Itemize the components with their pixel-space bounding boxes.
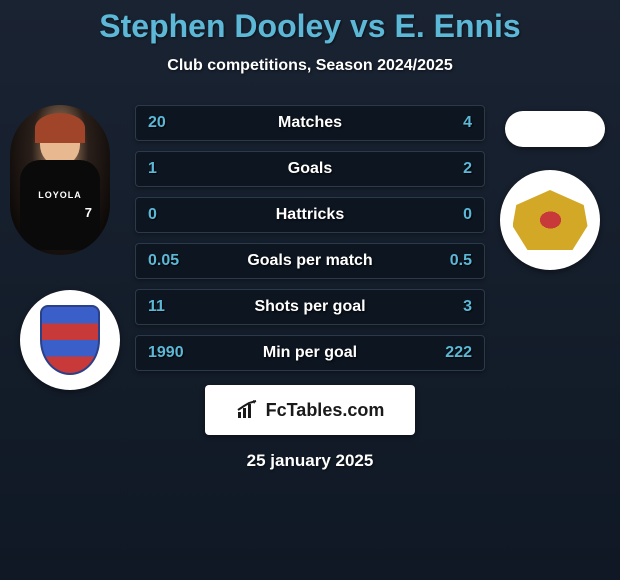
player-left-avatar: LOYOLA 7	[10, 105, 110, 255]
stat-right-value: 222	[445, 344, 472, 362]
club-left-crest	[20, 290, 120, 390]
stat-right-value: 4	[463, 114, 472, 132]
stat-row-goals: 1 Goals 2	[135, 151, 485, 187]
stat-right-value: 0	[463, 206, 472, 224]
brand-chart-icon	[236, 400, 260, 420]
brand-box: FcTables.com	[205, 385, 415, 435]
stat-left-value: 20	[148, 114, 166, 132]
stat-left-value: 0	[148, 206, 157, 224]
stat-right-value: 3	[463, 298, 472, 316]
stat-label: Hattricks	[136, 206, 484, 224]
stat-left-value: 11	[148, 298, 165, 316]
stats-area: LOYOLA 7 20 Matches 4 1 Goals 2 0 Hattri…	[0, 105, 620, 371]
date-text: 25 january 2025	[0, 451, 620, 471]
jersey-number: 7	[85, 205, 92, 220]
page-subtitle: Club competitions, Season 2024/2025	[0, 57, 620, 75]
stat-label: Shots per goal	[136, 298, 484, 316]
stat-left-value: 1	[148, 160, 157, 178]
brand-text: FcTables.com	[266, 400, 385, 421]
player-right-placeholder	[505, 111, 605, 147]
stat-row-min-per-goal: 1990 Min per goal 222	[135, 335, 485, 371]
stat-right-value: 0.5	[450, 252, 472, 270]
stat-label: Goals per match	[136, 252, 484, 270]
stat-row-hattricks: 0 Hattricks 0	[135, 197, 485, 233]
stat-left-value: 1990	[148, 344, 184, 362]
club-right-crest	[500, 170, 600, 270]
stat-row-goals-per-match: 0.05 Goals per match 0.5	[135, 243, 485, 279]
page-title: Stephen Dooley vs E. Ennis	[0, 8, 620, 45]
stat-label: Goals	[136, 160, 484, 178]
stat-row-matches: 20 Matches 4	[135, 105, 485, 141]
jersey-text: LOYOLA	[10, 190, 110, 200]
stat-right-value: 2	[463, 160, 472, 178]
stat-row-shots-per-goal: 11 Shots per goal 3	[135, 289, 485, 325]
stat-label: Min per goal	[136, 344, 484, 362]
stat-label: Matches	[136, 114, 484, 132]
stat-left-value: 0.05	[148, 252, 179, 270]
stats-column: 20 Matches 4 1 Goals 2 0 Hattricks 0 0.0…	[135, 105, 485, 371]
